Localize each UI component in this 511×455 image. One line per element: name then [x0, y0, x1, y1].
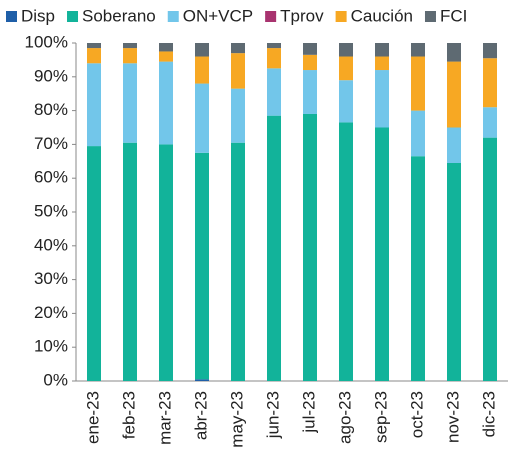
legend-label: Tprov — [280, 6, 324, 25]
bar-segment — [87, 146, 101, 381]
y-tick-label: 60% — [34, 168, 68, 187]
bar-segment — [411, 110, 425, 157]
x-tick-label: abr-23 — [191, 391, 210, 440]
legend-swatch — [67, 11, 79, 22]
bar-segment — [483, 137, 497, 381]
bar-segment — [231, 53, 245, 89]
bar-segment — [483, 58, 497, 108]
bar-segment — [195, 379, 209, 381]
bar-segment — [87, 63, 101, 147]
bar-segment — [303, 43, 317, 55]
bar-segment — [375, 127, 389, 381]
legend-swatch — [6, 11, 17, 22]
bar-segment — [123, 43, 137, 49]
legend-label: Caución — [351, 6, 413, 25]
y-tick-label: 20% — [34, 303, 68, 322]
y-tick-label: 50% — [34, 201, 68, 220]
legend-label: Disp — [21, 6, 55, 25]
bar-segment — [483, 43, 497, 59]
y-tick-label: 10% — [34, 337, 68, 356]
x-tick-label: jun-23 — [263, 391, 282, 439]
bar-segment — [339, 122, 353, 382]
bar-segment — [123, 63, 137, 143]
y-tick-label: 100% — [25, 32, 68, 51]
bar-segment — [411, 43, 425, 57]
bar-segment — [447, 43, 461, 62]
bar-segment — [375, 56, 389, 71]
bar-segment — [339, 80, 353, 123]
bar-segment — [267, 68, 281, 116]
bar-segment — [159, 144, 173, 381]
x-tick-label: may-23 — [227, 391, 246, 448]
bar-segment — [159, 61, 173, 145]
bar-segment — [267, 115, 281, 382]
y-tick-label: 70% — [34, 134, 68, 153]
bar-segment — [411, 156, 425, 381]
x-tick-label: dic-23 — [479, 391, 498, 437]
legend-swatch — [335, 11, 347, 22]
x-tick-label: ene-23 — [83, 391, 102, 444]
bar-segment — [447, 162, 461, 381]
x-tick-label: jul-23 — [299, 391, 318, 434]
bar-segment — [123, 142, 137, 381]
bar-segment — [267, 43, 281, 49]
x-tick-label: ago-23 — [335, 391, 354, 444]
bar-segment — [231, 142, 245, 381]
bar-segment — [303, 54, 317, 71]
bar-segment — [195, 56, 209, 84]
y-tick-label: 0% — [43, 370, 68, 389]
bar-segment — [195, 43, 209, 57]
bar-segment — [303, 70, 317, 114]
bar-segment — [483, 107, 497, 138]
x-tick-label: mar-23 — [155, 391, 174, 445]
bar-segment — [447, 127, 461, 163]
bar-segment — [195, 152, 209, 380]
bar-segment — [231, 88, 245, 143]
bar-segment — [339, 43, 353, 57]
bar-segment — [159, 51, 173, 62]
legend-swatch — [167, 11, 179, 22]
bar-segment — [375, 43, 389, 57]
bar-segment — [123, 48, 137, 64]
bar-segment — [267, 48, 281, 69]
y-tick-label: 40% — [34, 235, 68, 254]
legend-label: FCI — [440, 6, 467, 25]
x-tick-label: sep-23 — [371, 391, 390, 443]
y-tick-label: 30% — [34, 269, 68, 288]
bar-segment — [303, 113, 317, 381]
bar-segment — [339, 56, 353, 81]
bar-segment — [447, 61, 461, 128]
bar-segment — [231, 43, 245, 54]
y-tick-label: 80% — [34, 100, 68, 119]
x-tick-label: feb-23 — [119, 391, 138, 439]
bar-segment — [375, 70, 389, 128]
bar-segment — [87, 48, 101, 64]
legend-swatch — [424, 11, 436, 22]
x-tick-label: nov-23 — [443, 391, 462, 443]
legend-label: ON+VCP — [183, 6, 253, 25]
bar-segment — [411, 56, 425, 111]
y-tick-label: 90% — [34, 66, 68, 85]
legend-swatch — [265, 11, 277, 22]
bar-segment — [195, 83, 209, 153]
bar-segment — [159, 43, 173, 52]
bar-segment — [87, 43, 101, 49]
x-tick-label: oct-23 — [407, 391, 426, 438]
legend-label: Soberano — [82, 6, 156, 25]
